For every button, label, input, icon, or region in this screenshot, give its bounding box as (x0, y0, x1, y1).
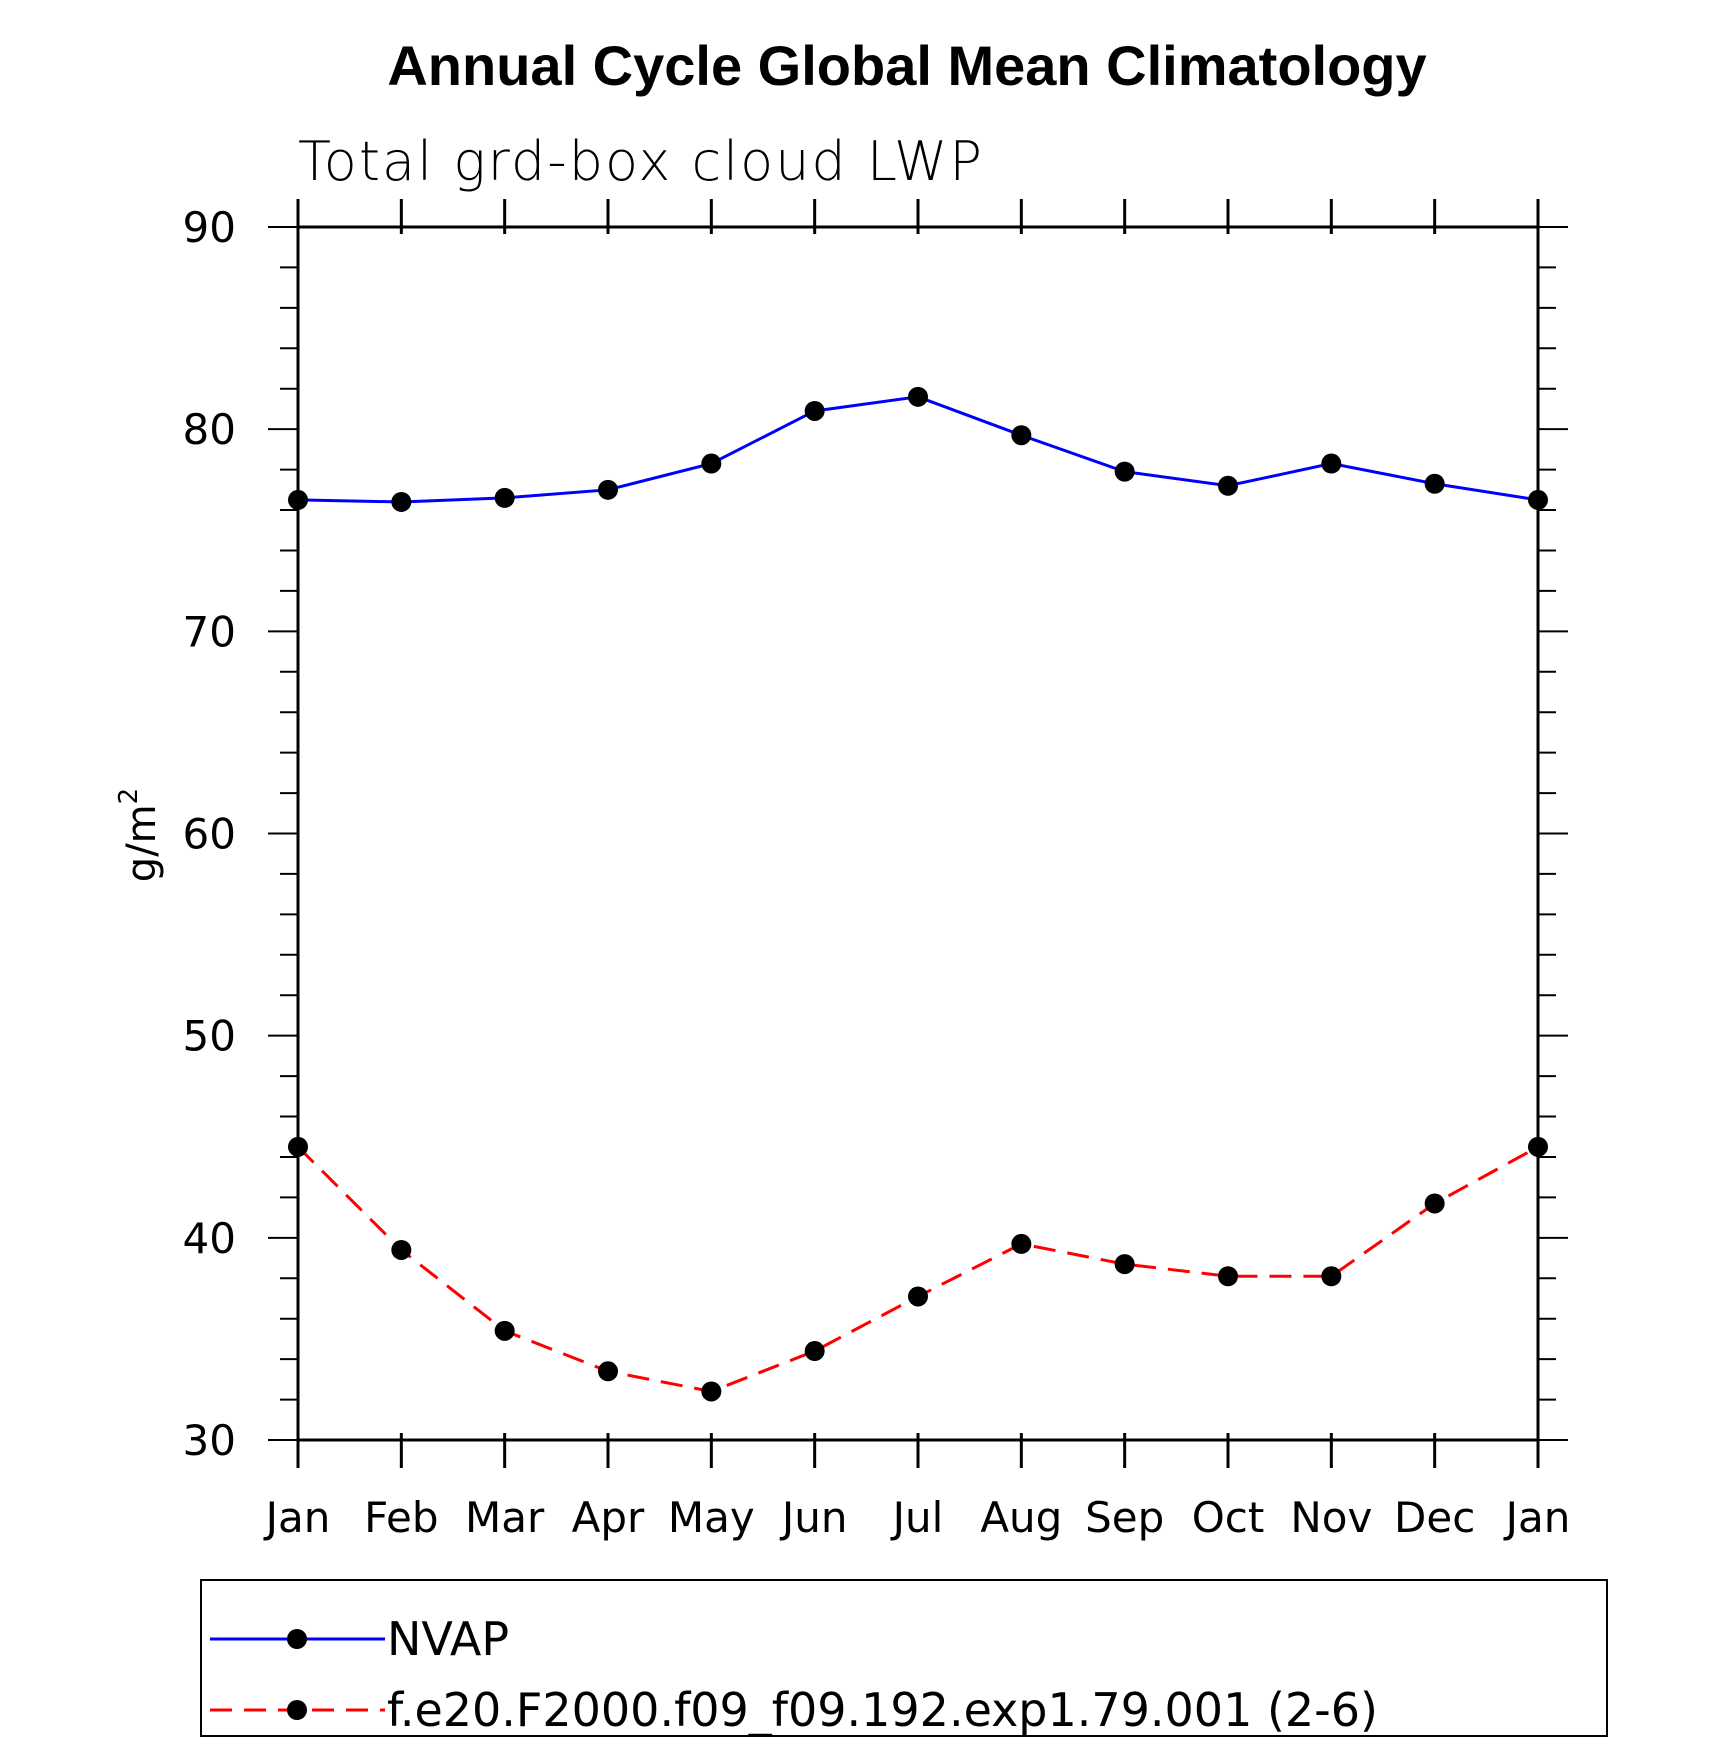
plot-frame (296, 225, 1540, 1442)
chart-title: Annual Cycle Global Mean Climatology (387, 34, 1426, 97)
series-0-point (391, 491, 412, 512)
series-layer (288, 386, 1548, 1402)
y-tick-label: 60 (183, 810, 236, 859)
series-0-point (1424, 473, 1445, 494)
y-tick-label: 30 (183, 1416, 236, 1465)
x-tick-label: Mar (465, 1493, 545, 1542)
y-tick-label: 40 (183, 1214, 236, 1263)
legend-marker-1 (287, 1700, 307, 1720)
svg-text:g/m2: g/m2 (114, 788, 165, 882)
series-1-point (598, 1361, 618, 1382)
x-tick-label: Apr (572, 1493, 645, 1542)
x-tick-label: Oct (1192, 1493, 1265, 1542)
y-tick-label: 90 (183, 203, 236, 252)
series-0-point (1218, 475, 1238, 496)
series-0-point (1114, 461, 1135, 482)
x-tick-label: Nov (1290, 1493, 1372, 1542)
series-0-point (1321, 453, 1342, 474)
axes: Jan Feb Mar Apr May Jun Jul Aug Sep Oct Nov Dec Jan 3… (183, 199, 1571, 1542)
y-axis-label-text: g/m (119, 804, 165, 882)
series-0-point (494, 487, 515, 508)
y-tick-label: 50 (183, 1012, 236, 1061)
x-tick-label: Jan (263, 1493, 331, 1542)
series-1-point (1321, 1266, 1342, 1287)
series-0-point (908, 386, 928, 407)
chart-subtitle: Total grd-box cloud LWP (298, 130, 984, 193)
series-1-point (1424, 1193, 1445, 1214)
series-1-point (804, 1341, 825, 1362)
legend-marker-0 (287, 1629, 307, 1649)
legend-label-1: f.e20.F2000.f09_f09.192.exp1.79.001 (2-6… (387, 1683, 1378, 1737)
x-tick-label: Jul (890, 1493, 944, 1542)
series-1-point (1114, 1254, 1135, 1275)
legend-label-0: NVAP (387, 1612, 509, 1666)
series-1-point (701, 1381, 722, 1402)
series-0-point (1011, 425, 1032, 446)
legend-box (200, 1579, 1608, 1737)
y-tick-label: 80 (183, 405, 236, 454)
legend: NVAP f.e20.F2000.f09_f09.192.exp1.79.001 … (210, 1612, 1378, 1737)
series-1-point (1218, 1266, 1238, 1287)
x-tick-label: Jun (779, 1493, 848, 1542)
series-0-point (701, 453, 722, 474)
series-line-1 (296, 1145, 1539, 1394)
series-1-point (1528, 1136, 1548, 1157)
series-0-point (598, 479, 618, 500)
series-line-0 (297, 395, 1539, 504)
series-1-point (288, 1136, 308, 1157)
y-axis-label: g/m2 (114, 788, 165, 882)
series-0-point (1528, 489, 1548, 510)
y-tick-label: 70 (183, 607, 236, 656)
series-1-point (494, 1320, 515, 1341)
series-0-point (288, 489, 308, 510)
x-tick-label: Dec (1394, 1493, 1475, 1542)
series-1-point (908, 1286, 928, 1307)
series-1-point (391, 1239, 412, 1260)
series-0-point (804, 400, 825, 421)
x-tick-label: Sep (1085, 1493, 1164, 1542)
y-axis-label-superscript: 2 (114, 788, 144, 805)
x-tick-label: Feb (364, 1493, 438, 1542)
x-tick-label: Aug (980, 1493, 1062, 1542)
x-tick-label: Jan (1503, 1493, 1571, 1542)
series-1-point (1011, 1233, 1032, 1254)
x-tick-label: May (668, 1493, 755, 1542)
